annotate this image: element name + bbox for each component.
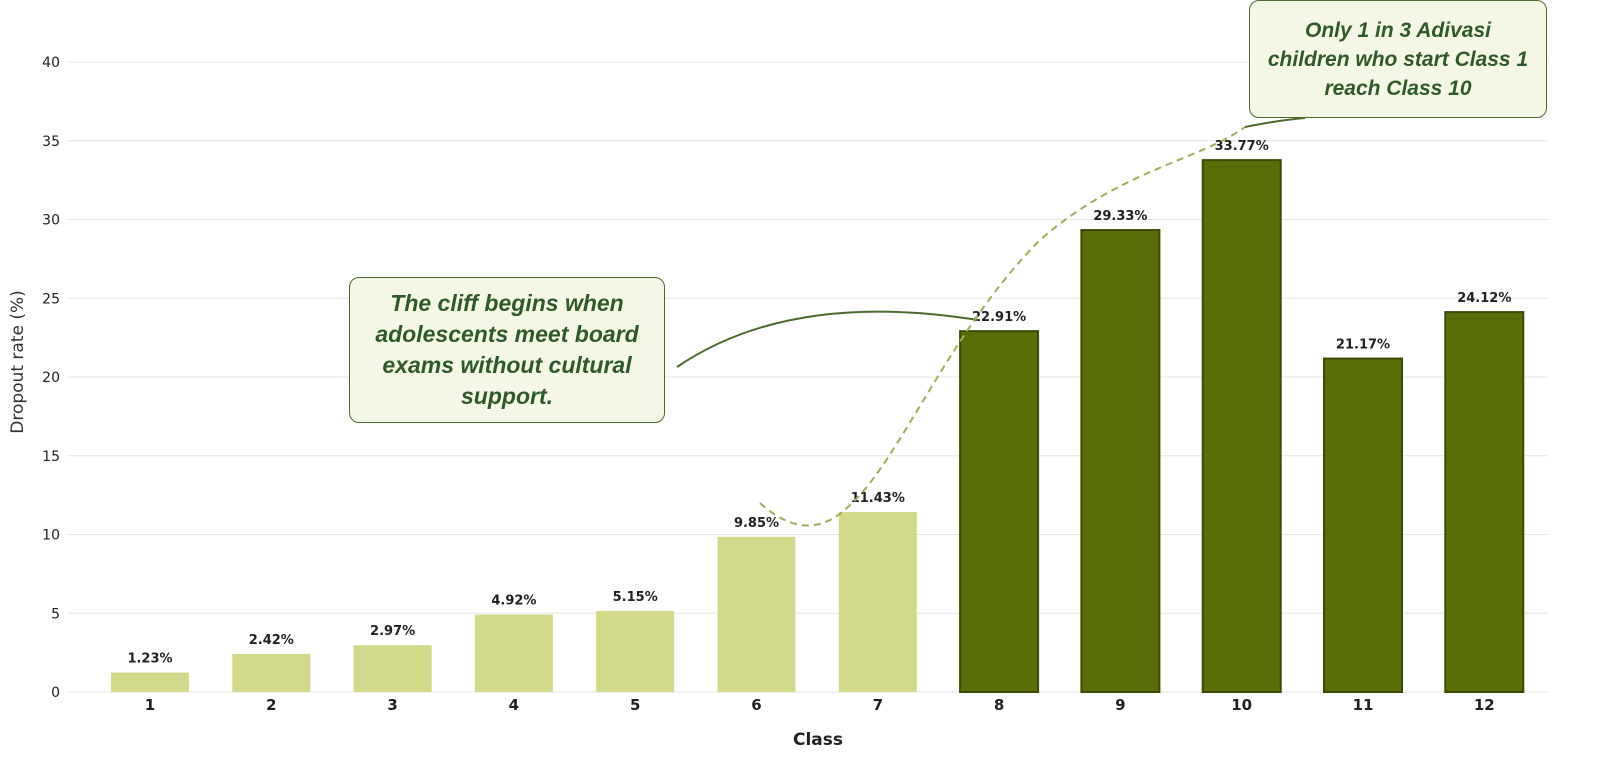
x-tick-label: 8 <box>994 696 1004 714</box>
bar-class-10 <box>1201 159 1282 693</box>
bar-class-8 <box>959 330 1040 693</box>
x-tick-label: 7 <box>873 696 883 714</box>
bar-class-9 <box>1080 229 1161 694</box>
data-label-class-1: 1.23% <box>127 652 172 667</box>
x-tick-label: 3 <box>387 696 397 714</box>
y-axis-ticks: 0 5 10 15 20 25 30 35 40 <box>42 55 60 701</box>
x-tick-label: 1 <box>145 696 155 714</box>
bar-class-6 <box>717 536 796 692</box>
data-label-class-10: 33.77% <box>1215 139 1269 154</box>
y-tick-label: 40 <box>42 55 60 71</box>
x-tick-label: 11 <box>1353 696 1374 714</box>
bar-class-5 <box>596 610 675 692</box>
adivasi-ratio-annotation-text: Only 1 in 3 Adivasi children who start C… <box>1267 18 1529 100</box>
data-label-class-5: 5.15% <box>613 590 658 605</box>
x-tick-label: 4 <box>509 696 519 714</box>
bar-class-12 <box>1444 311 1525 693</box>
x-tick-label: 2 <box>266 696 276 714</box>
x-tick-label: 10 <box>1231 696 1252 714</box>
data-label-class-2: 2.42% <box>249 633 294 648</box>
data-label-class-9: 29.33% <box>1093 209 1147 224</box>
y-axis-title: Dropout rate (%) <box>8 290 28 434</box>
bar-class-2 <box>232 653 311 692</box>
data-label-class-12: 24.12% <box>1457 291 1511 306</box>
y-tick-label: 10 <box>42 528 60 544</box>
y-tick-label: 5 <box>51 606 60 622</box>
y-tick-label: 25 <box>42 291 60 307</box>
grid-lines <box>67 61 1548 693</box>
y-tick-label: 30 <box>42 213 60 229</box>
x-tick-label: 12 <box>1474 696 1495 714</box>
x-tick-label: 6 <box>751 696 761 714</box>
cliff-callout-connector <box>676 310 979 368</box>
cliff-annotation-text: The cliff begins when adolescents meet b… <box>375 290 639 409</box>
data-label-class-6: 9.85% <box>734 516 779 531</box>
bar-class-1 <box>111 672 189 692</box>
data-label-class-11: 21.17% <box>1336 338 1390 353</box>
data-labels: 1.23% 2.42% 2.97% 4.92% 5.15% 9.85% 11.43% 22.9… <box>127 139 1511 667</box>
trend-curve <box>759 126 1246 527</box>
data-label-class-4: 4.92% <box>491 594 536 609</box>
y-tick-label: 20 <box>42 370 60 386</box>
bar-class-4 <box>474 614 553 692</box>
bar-class-7 <box>838 511 917 692</box>
bar-class-3 <box>353 645 432 692</box>
bars <box>111 159 1525 694</box>
ratio-callout-connector <box>1244 117 1306 128</box>
bar-class-11 <box>1323 357 1403 693</box>
y-tick-label: 15 <box>42 449 60 465</box>
data-label-class-8: 22.91% <box>972 310 1026 325</box>
data-label-class-3: 2.97% <box>370 624 415 639</box>
y-tick-label: 35 <box>42 134 60 150</box>
y-tick-label: 0 <box>51 685 60 701</box>
x-tick-label: 9 <box>1115 696 1125 714</box>
data-label-class-7: 11.43% <box>851 491 905 506</box>
adivasi-ratio-annotation: Only 1 in 3 Adivasi children who start C… <box>1249 0 1547 118</box>
x-tick-label: 5 <box>630 696 640 714</box>
x-axis-ticks: 1 2 3 4 5 6 7 8 9 10 11 12 <box>145 696 1495 714</box>
x-axis-title: Class <box>793 730 843 750</box>
cliff-annotation: The cliff begins when adolescents meet b… <box>349 277 665 423</box>
